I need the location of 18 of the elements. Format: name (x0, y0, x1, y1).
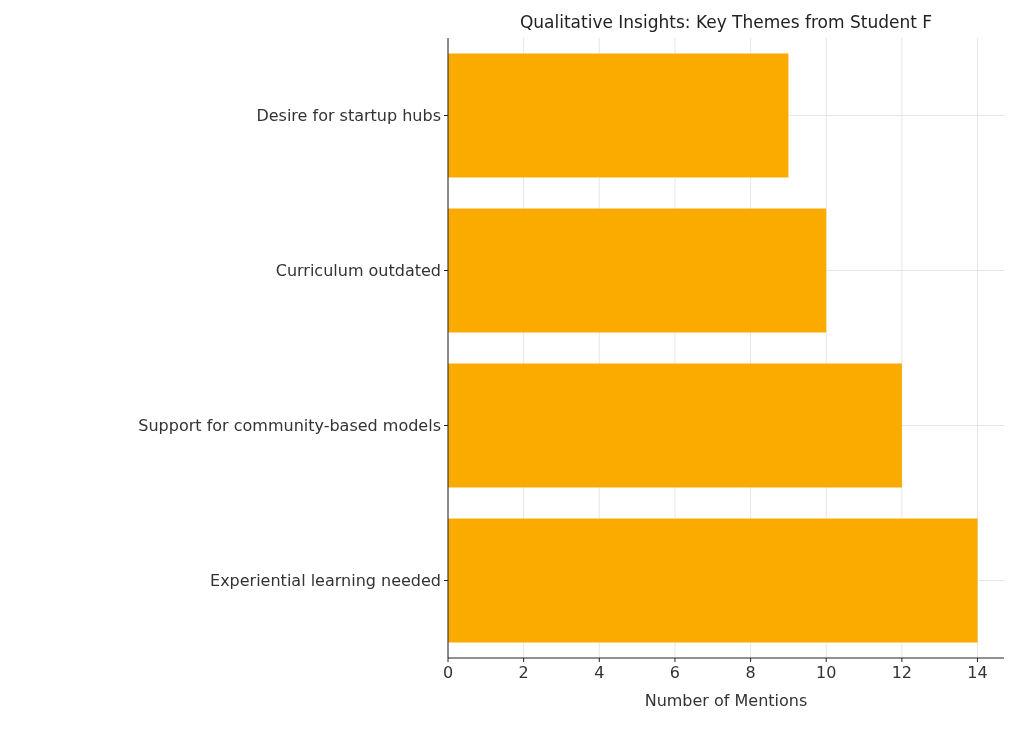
x-tick-label: 0 (442, 663, 454, 682)
y-tick-label: Curriculum outdated (275, 261, 441, 281)
x-tick-label: 14 (967, 663, 988, 682)
x-tick-label: 12 (891, 663, 913, 682)
x-tick-label: 10 (816, 663, 837, 682)
x-tick-label: 8 (745, 663, 756, 682)
y-tick-label: Desire for startup hubs (256, 106, 441, 126)
x-axis-title: Number of Mentions (644, 691, 808, 710)
x-tick-label: 2 (518, 663, 529, 682)
x-tick-label: 6 (669, 663, 681, 682)
y-tick-label: Experiential learning needed (210, 571, 441, 591)
y-tick-label: Support for community-based models (138, 416, 441, 436)
bar (448, 208, 827, 333)
bar (448, 363, 902, 488)
bar (448, 53, 789, 178)
chart-title: Qualitative Insights: Key Themes from Student F (519, 12, 933, 32)
x-tick-label: 4 (594, 663, 605, 682)
bar (448, 518, 978, 643)
